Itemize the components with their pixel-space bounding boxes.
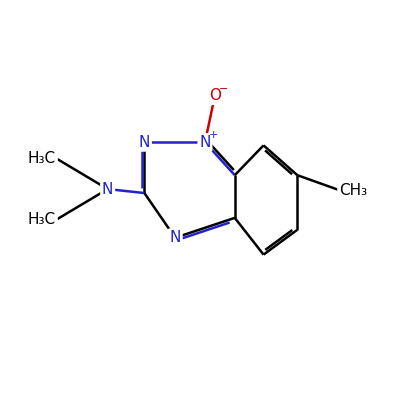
Text: N: N bbox=[170, 230, 181, 245]
Text: H₃C: H₃C bbox=[28, 151, 56, 166]
Text: N: N bbox=[199, 135, 211, 150]
Text: CH₃: CH₃ bbox=[339, 182, 367, 198]
Text: N: N bbox=[102, 182, 113, 196]
Text: −: − bbox=[219, 84, 228, 94]
Text: +: + bbox=[209, 130, 218, 140]
Text: H₃C: H₃C bbox=[28, 212, 56, 227]
Text: O: O bbox=[209, 88, 221, 103]
Text: N: N bbox=[139, 135, 150, 150]
